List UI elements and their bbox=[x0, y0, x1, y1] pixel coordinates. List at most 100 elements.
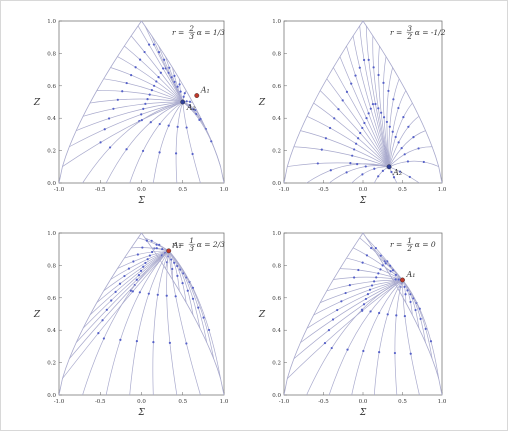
streamline bbox=[333, 67, 390, 167]
flow-arrow bbox=[371, 103, 375, 106]
flow-arrow bbox=[157, 50, 161, 54]
streamline bbox=[293, 146, 390, 168]
param-r-num: 1 bbox=[407, 236, 412, 245]
param-r: r = bbox=[172, 240, 184, 249]
panel-bottom-right: -1.0 -0.5 0.0 0.5 1.0 0.0 0.2 0.4 0.6 0.8 1.0 Σ Zr =… bbox=[258, 231, 447, 418]
boundary-curve bbox=[58, 20, 225, 184]
param-r-den: 2 bbox=[406, 32, 412, 41]
flow-arrow bbox=[138, 58, 142, 61]
x-axis-label: Σ bbox=[359, 196, 367, 206]
flow-arrow bbox=[328, 126, 332, 130]
y-tick-label: 0.6 bbox=[272, 296, 281, 302]
y-tick-label: 1.0 bbox=[47, 231, 56, 237]
streamline bbox=[137, 25, 184, 103]
streamline bbox=[372, 35, 390, 167]
y-tick-label: 0.0 bbox=[47, 181, 56, 187]
y-tick-label: 0.4 bbox=[47, 328, 56, 334]
flow-arrow bbox=[156, 293, 159, 296]
flow-arrow bbox=[174, 295, 177, 298]
streamline bbox=[319, 90, 390, 168]
flow-arrow bbox=[191, 152, 194, 156]
param-r-num: 2 bbox=[188, 24, 194, 33]
streamline bbox=[306, 279, 403, 396]
flow-arrow bbox=[138, 291, 141, 294]
flow-arrow bbox=[158, 243, 161, 246]
fixed-point-marker bbox=[194, 93, 200, 98]
streamline bbox=[306, 163, 390, 184]
flow-arrow bbox=[387, 89, 390, 93]
flow-arrow bbox=[362, 303, 366, 306]
flow-arrow bbox=[168, 341, 171, 344]
streamline bbox=[402, 279, 426, 343]
panel-bottom-left: -1.0 -0.5 0.0 0.5 1.0 0.0 0.2 0.4 0.6 0.8 1.0 Σ Zr =… bbox=[33, 231, 229, 418]
flow-arrow bbox=[171, 267, 174, 271]
flow-arrow bbox=[210, 140, 213, 143]
flow-arrow bbox=[198, 118, 201, 122]
x-tick-label: -1.0 bbox=[279, 187, 290, 193]
flow-arrow bbox=[132, 260, 135, 263]
streamline bbox=[306, 279, 403, 329]
flow-arrow bbox=[149, 121, 152, 124]
streamline bbox=[300, 279, 403, 343]
streamline bbox=[388, 116, 420, 167]
flow-arrow bbox=[176, 85, 179, 88]
flow-arrow bbox=[412, 136, 415, 139]
flow-arrow bbox=[185, 100, 188, 103]
flow-arrow bbox=[176, 125, 179, 128]
flow-arrow bbox=[333, 117, 336, 120]
flow-arrow bbox=[148, 254, 151, 257]
flow-arrow bbox=[140, 113, 143, 116]
flow-arrow bbox=[327, 328, 331, 332]
flow-arrow bbox=[394, 135, 397, 139]
y-axis-label: Z bbox=[258, 310, 266, 320]
flow-arrow bbox=[374, 247, 377, 250]
flow-arrow bbox=[361, 173, 364, 176]
flow-arrow bbox=[155, 80, 158, 83]
flow-arrow bbox=[373, 280, 376, 283]
flow-arrow bbox=[324, 137, 327, 140]
streamline bbox=[124, 45, 184, 103]
flow-arrow bbox=[414, 308, 417, 312]
flow-arrow bbox=[127, 267, 131, 270]
flow-arrow bbox=[360, 308, 364, 311]
flow-arrow bbox=[178, 83, 181, 86]
flow-arrow bbox=[173, 261, 176, 264]
flow-arrow bbox=[141, 246, 144, 249]
flow-arrow bbox=[362, 58, 366, 62]
flow-arrow bbox=[364, 165, 367, 168]
streamline bbox=[130, 35, 184, 103]
x-tick-label: 0.0 bbox=[137, 187, 146, 193]
y-axis-label: Z bbox=[258, 98, 266, 108]
flow-arrow bbox=[395, 314, 398, 317]
flow-arrow bbox=[398, 170, 402, 173]
streamline bbox=[168, 250, 221, 379]
flow-arrow bbox=[125, 148, 128, 151]
flow-arrow bbox=[356, 163, 359, 166]
x-tick-label: -0.5 bbox=[318, 399, 329, 405]
flow-arrow bbox=[176, 264, 179, 268]
flow-arrow bbox=[191, 297, 195, 300]
y-tick-label: 1.0 bbox=[47, 19, 56, 25]
flow-arrow bbox=[121, 90, 124, 93]
flow-arrow bbox=[155, 247, 158, 250]
flow-arrow bbox=[389, 264, 392, 267]
x-tick-label: 0.5 bbox=[398, 187, 407, 193]
flow-arrow bbox=[377, 272, 380, 275]
flow-arrow bbox=[355, 142, 358, 145]
x-tick-label: -0.5 bbox=[95, 399, 106, 405]
flow-arrow bbox=[374, 102, 377, 106]
flow-arrow bbox=[408, 175, 411, 179]
x-tick-label: 1.0 bbox=[438, 399, 447, 405]
streamline bbox=[388, 160, 439, 168]
fixed-point-label: A₂ bbox=[186, 103, 196, 112]
flow-arrow bbox=[136, 253, 139, 256]
boundary-curve bbox=[283, 232, 443, 396]
fixed-point-marker bbox=[386, 164, 392, 170]
flow-arrow bbox=[152, 341, 155, 344]
flow-arrow bbox=[114, 290, 117, 293]
streamline bbox=[105, 250, 169, 396]
flow-arrow bbox=[144, 261, 147, 265]
x-tick-label: -1.0 bbox=[54, 187, 65, 193]
x-tick-label: 1.0 bbox=[438, 187, 447, 193]
